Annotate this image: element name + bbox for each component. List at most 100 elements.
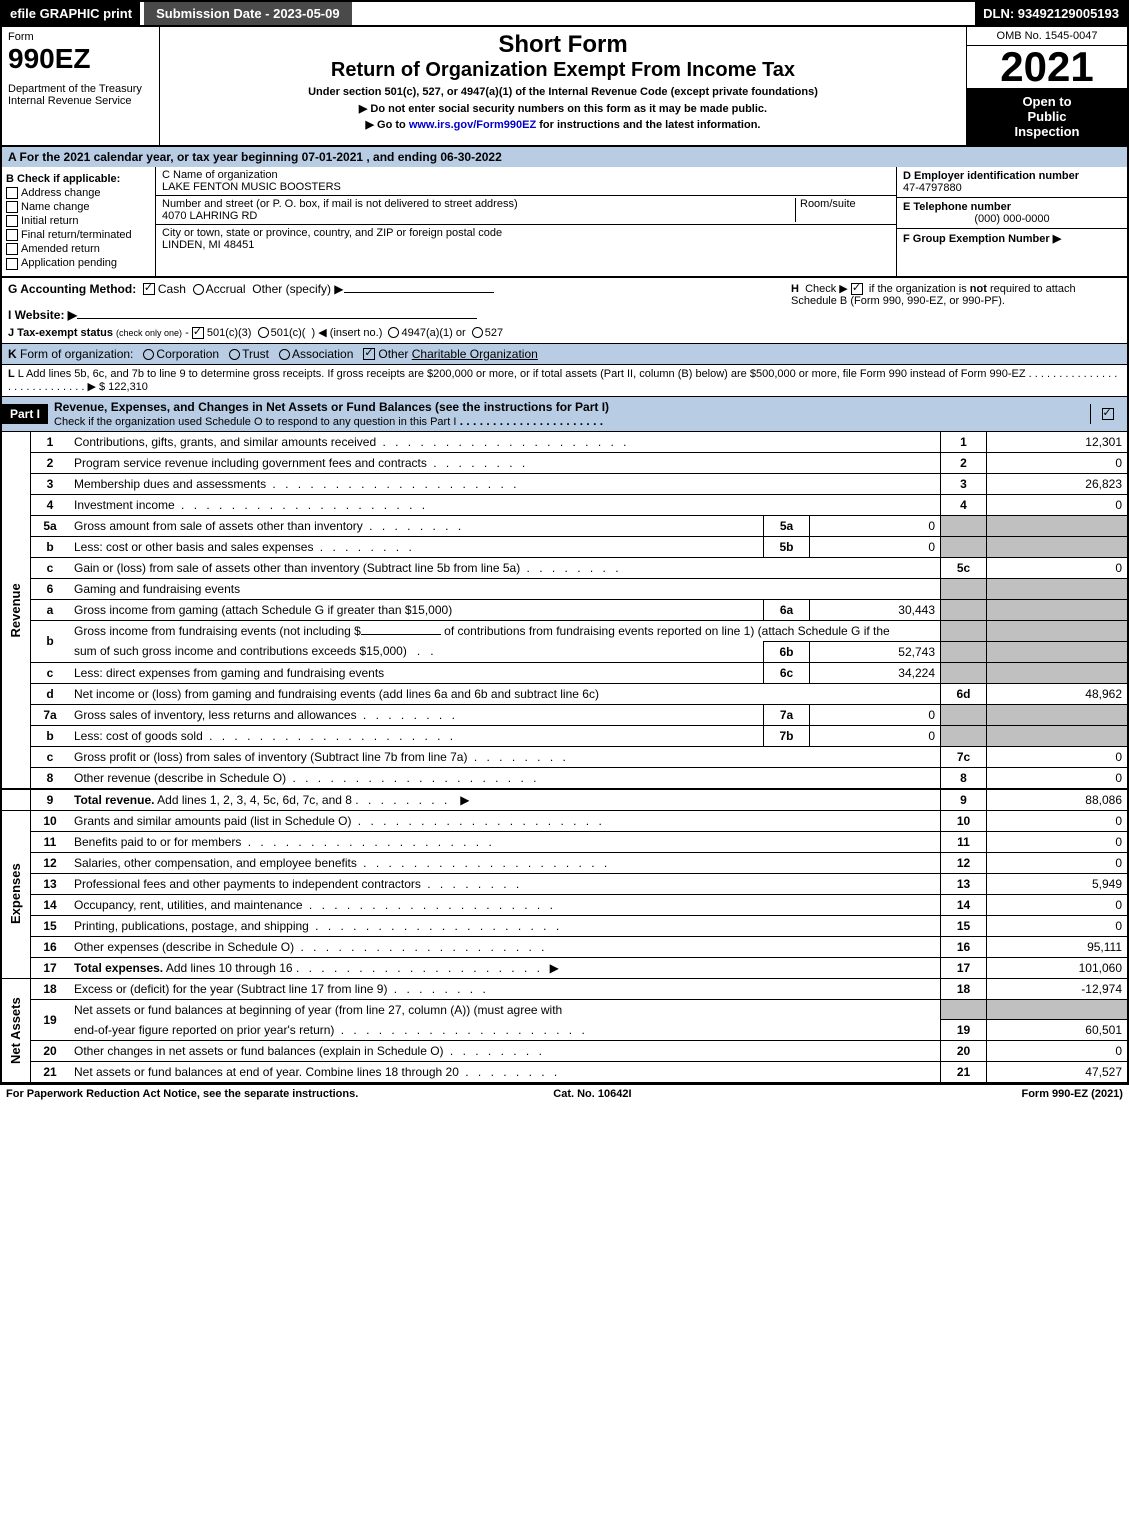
line-11-num: 11 (941, 831, 987, 852)
city-value: LINDEN, MI 48451 (162, 239, 254, 251)
line-7a-subval: 0 (810, 704, 941, 725)
line-17-num: 17 (941, 957, 987, 978)
line-6d-no: d (31, 683, 70, 704)
line-k: K Form of organization: Corporation Trus… (0, 343, 1129, 364)
line-12-no: 12 (31, 852, 70, 873)
other-specify-input[interactable] (344, 292, 494, 293)
other-org-checkbox[interactable] (363, 348, 375, 360)
line-h: H Check ▶ if the organization is not req… (781, 282, 1121, 339)
line-2-no: 2 (31, 452, 70, 473)
line-9-no: 9 (31, 789, 70, 811)
line-17-no: 17 (31, 957, 70, 978)
line-16-num: 16 (941, 936, 987, 957)
line-5c-no: c (31, 557, 70, 578)
accrual-radio[interactable] (193, 284, 204, 295)
4947-radio[interactable] (388, 327, 399, 338)
irs-link[interactable]: www.irs.gov/Form990EZ (409, 119, 536, 131)
line-6a-desc: Gross income from gaming (attach Schedul… (74, 603, 452, 617)
line-8-no: 8 (31, 767, 70, 789)
line-1-num: 1 (941, 431, 987, 452)
tel-label: E Telephone number (903, 201, 1011, 213)
line-4-val: 0 (987, 494, 1129, 515)
address-change-checkbox[interactable] (6, 187, 18, 199)
cash-label: Cash (158, 282, 186, 296)
line-21-no: 21 (31, 1062, 70, 1084)
line-10-no: 10 (31, 810, 70, 831)
form-number: 990EZ (8, 43, 153, 75)
line-5b-no: b (31, 536, 70, 557)
line-10-val: 0 (987, 810, 1129, 831)
ein-value: 47-4797880 (903, 182, 962, 194)
line-4-num: 4 (941, 494, 987, 515)
website-input[interactable] (77, 318, 477, 319)
line-6c-no: c (31, 662, 70, 683)
under-section: Under section 501(c), 527, or 4947(a)(1)… (164, 86, 962, 98)
col-c-org-info: C Name of organization LAKE FENTON MUSIC… (156, 167, 897, 276)
line-3-val: 26,823 (987, 473, 1129, 494)
amended-return-checkbox[interactable] (6, 243, 18, 255)
line-4-no: 4 (31, 494, 70, 515)
line-5b-sublabel: 5b (764, 536, 810, 557)
name-change-checkbox[interactable] (6, 201, 18, 213)
street-value: 4070 LAHRING RD (162, 210, 257, 222)
line-1-no: 1 (31, 431, 70, 452)
line-7c-desc: Gross profit or (loss) from sales of inv… (74, 750, 467, 764)
line-6b-no: b (31, 620, 70, 662)
corporation-radio[interactable] (143, 349, 154, 360)
501c-radio[interactable] (258, 327, 269, 338)
line-9-val: 88,086 (987, 789, 1129, 811)
name-change-label: Name change (21, 201, 90, 213)
line-5a-gray (941, 515, 987, 536)
open-public-badge: Open toPublicInspection (967, 88, 1127, 145)
association-radio[interactable] (279, 349, 290, 360)
line-g-label: G Accounting Method: (8, 282, 136, 296)
room-suite-label: Room/suite (800, 198, 856, 210)
website-label: I Website: ▶ (8, 308, 77, 322)
line-8-desc: Other revenue (describe in Schedule O) (74, 771, 286, 785)
line-16-no: 16 (31, 936, 70, 957)
line-3-no: 3 (31, 473, 70, 494)
submission-date-button[interactable]: Submission Date - 2023-05-09 (144, 2, 352, 25)
line-15-num: 15 (941, 915, 987, 936)
line-8-num: 8 (941, 767, 987, 789)
form-label: Form (8, 31, 153, 43)
efile-print-button[interactable]: efile GRAPHIC print (2, 2, 140, 25)
final-return-checkbox[interactable] (6, 229, 18, 241)
schedule-b-checkbox[interactable] (851, 283, 863, 295)
line-18-val: -12,974 (987, 978, 1129, 999)
part-i-label: Part I (2, 404, 48, 424)
application-pending-checkbox[interactable] (6, 258, 18, 270)
col-d-numbers: D Employer identification number 47-4797… (897, 167, 1127, 276)
line-18-no: 18 (31, 978, 70, 999)
line-2-val: 0 (987, 452, 1129, 473)
part-i-title: Revenue, Expenses, and Changes in Net As… (54, 400, 609, 414)
line-16-val: 95,111 (987, 936, 1129, 957)
accrual-label: Accrual (206, 282, 246, 296)
initial-return-checkbox[interactable] (6, 215, 18, 227)
trust-radio[interactable] (229, 349, 240, 360)
other-specify-label: Other (specify) ▶ (252, 282, 343, 296)
line-j: J Tax-exempt status (check only one) - 5… (8, 326, 781, 339)
line-7c-val: 0 (987, 746, 1129, 767)
line-18-num: 18 (941, 978, 987, 999)
line-15-val: 0 (987, 915, 1129, 936)
part-i-sub: Check if the organization used Schedule … (54, 416, 456, 428)
line-14-num: 14 (941, 894, 987, 915)
cash-checkbox[interactable] (143, 283, 155, 295)
527-radio[interactable] (472, 327, 483, 338)
part-i-checkbox[interactable] (1102, 408, 1114, 420)
footer-right: Form 990-EZ (2021) (1021, 1088, 1123, 1100)
org-name-value: LAKE FENTON MUSIC BOOSTERS (162, 181, 341, 193)
return-title: Return of Organization Exempt From Incom… (164, 59, 962, 82)
line-5a-desc: Gross amount from sale of assets other t… (74, 519, 363, 533)
line-7b-sublabel: 7b (764, 725, 810, 746)
ssn-warning: ▶ Do not enter social security numbers o… (164, 102, 962, 115)
line-6b-desc1: Gross income from fundraising events (no… (74, 624, 361, 638)
501c3-checkbox[interactable] (192, 327, 204, 339)
line-6b-input[interactable] (361, 634, 441, 635)
initial-return-label: Initial return (21, 215, 78, 227)
line-18-desc: Excess or (deficit) for the year (Subtra… (74, 982, 387, 996)
line-12-desc: Salaries, other compensation, and employ… (74, 856, 357, 870)
net-assets-vertical-label: Net Assets (1, 978, 31, 1083)
line-11-no: 11 (31, 831, 70, 852)
